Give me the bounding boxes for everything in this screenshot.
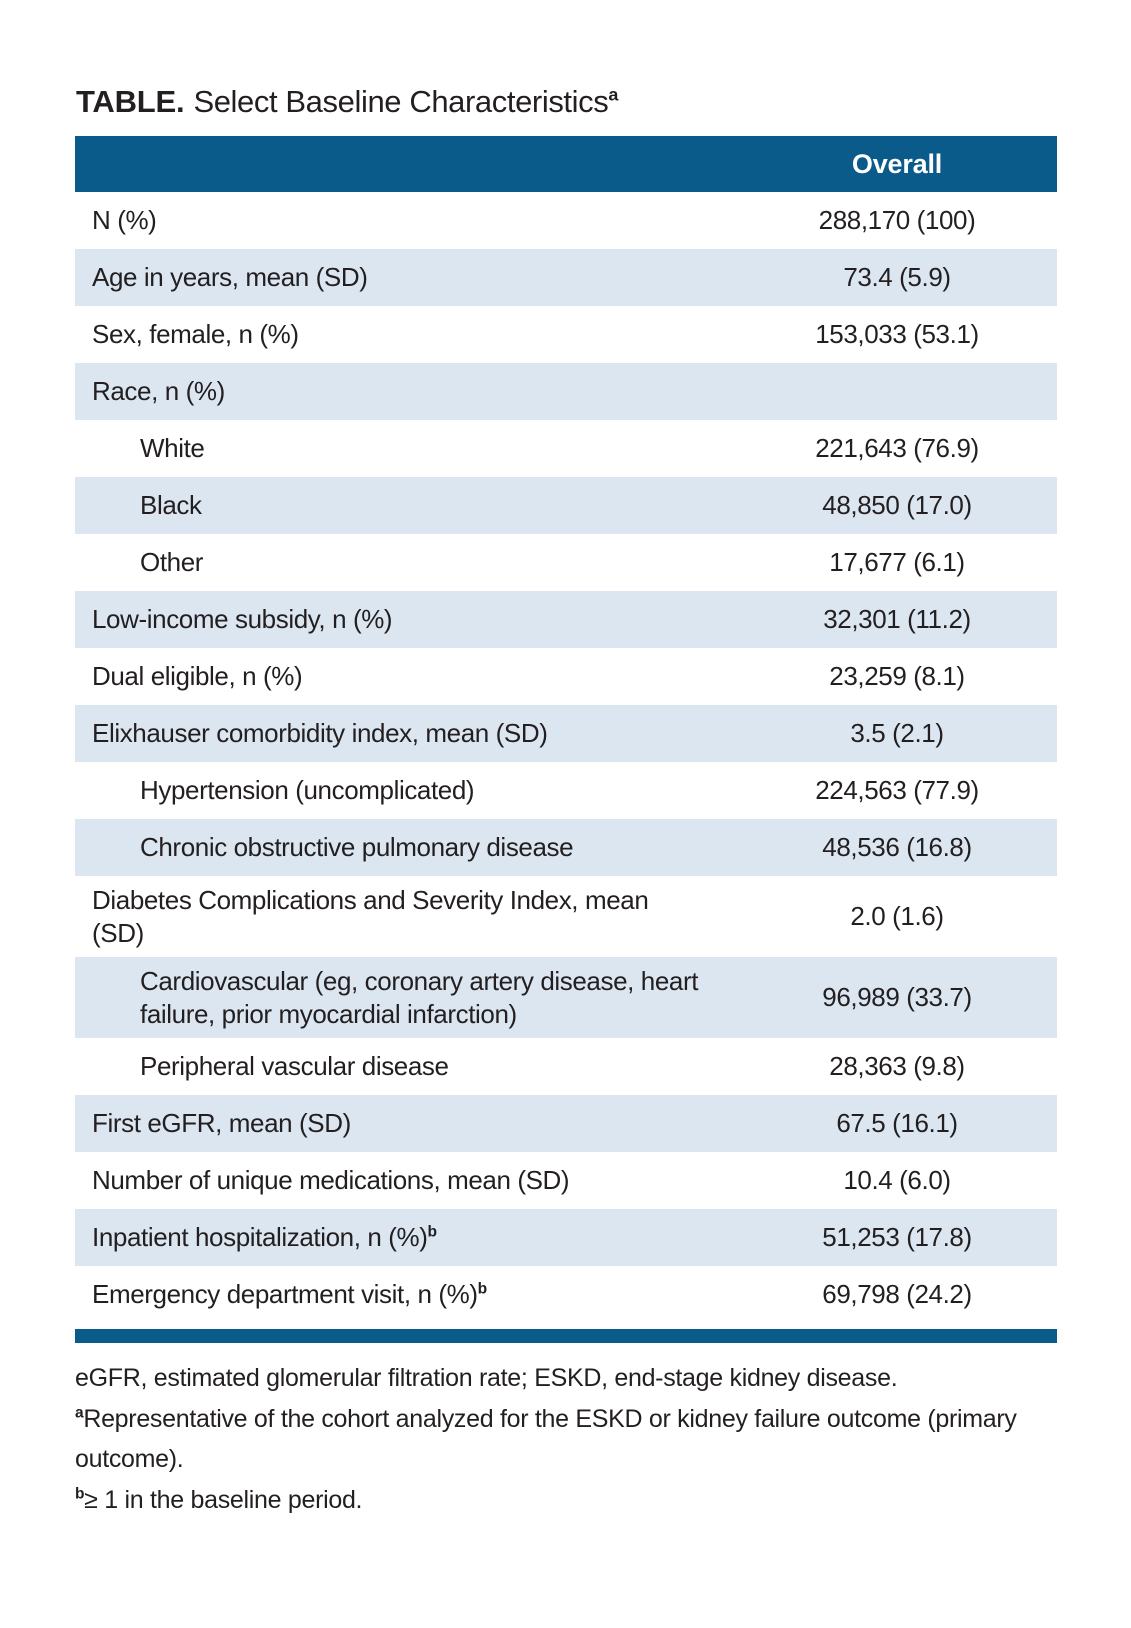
row-label: Black xyxy=(75,481,737,530)
row-label-text: Chronic obstructive pulmonary disease xyxy=(140,832,574,863)
row-label-text: Peripheral vascular disease xyxy=(140,1051,449,1082)
row-label-text: Number of unique medications, mean (SD) xyxy=(92,1165,570,1196)
table-body: N (%) 288,170 (100) Age in years, mean (SD… xyxy=(75,192,1057,1323)
table-row: Peripheral vascular disease 28,363 (9.8) xyxy=(75,1038,1057,1095)
row-label: Dual eligible, n (%) xyxy=(75,652,737,701)
table-bottom-rule xyxy=(75,1329,1057,1343)
row-value: 48,536 (16.8) xyxy=(822,832,972,863)
table-row: Emergency department visit, n (%)b 69,798… xyxy=(75,1266,1057,1323)
table-row: Sex, female, n (%) 153,033 (53.1) xyxy=(75,306,1057,363)
table-row: Number of unique medications, mean (SD) 1… xyxy=(75,1152,1057,1209)
row-label-text: Other xyxy=(140,547,204,578)
table-row: White 221,643 (76.9) xyxy=(75,420,1057,477)
table-row: Chronic obstructive pulmonary disease 48,… xyxy=(75,819,1057,876)
row-label: Race, n (%) xyxy=(75,367,737,416)
footnote: b≥ 1 in the baseline period. xyxy=(75,1485,363,1514)
table-title-footnote-marker: a xyxy=(608,84,618,105)
row-value: 2.0 (1.6) xyxy=(850,901,944,932)
row-value: 96,989 (33.7) xyxy=(822,982,972,1013)
row-label-text: Hypertension (uncomplicated) xyxy=(140,775,475,806)
row-value xyxy=(737,384,1057,400)
row-label-text: N (%) xyxy=(92,205,157,236)
row-value: 221,643 (76.9) xyxy=(815,433,979,464)
row-label-text: White xyxy=(140,433,205,464)
table-row: Elixhauser comorbidity index, mean (SD) 3… xyxy=(75,705,1057,762)
table-row: N (%) 288,170 (100) xyxy=(75,192,1057,249)
footnote: aRepresentative of the cohort analyzed f… xyxy=(75,1404,1017,1474)
row-label-text: Dual eligible, n (%) xyxy=(92,661,303,692)
row-label: Low-income subsidy, n (%) xyxy=(75,595,737,644)
row-label: Chronic obstructive pulmonary disease xyxy=(75,823,737,872)
row-label-text: Black xyxy=(140,490,202,521)
baseline-characteristics-table: Overall N (%) 288,170 (100) Age in years, … xyxy=(75,136,1057,1343)
row-label-text: Age in years, mean (SD) xyxy=(92,262,368,293)
row-label-text: Inpatient hospitalization, n (%)b xyxy=(92,1222,438,1253)
row-label-text: Elixhauser comorbidity index, mean (SD) xyxy=(92,718,548,749)
table-row: Hypertension (uncomplicated) 224,563 (77.… xyxy=(75,762,1057,819)
row-label: Peripheral vascular disease xyxy=(75,1042,737,1091)
row-label: Other xyxy=(75,538,737,587)
row-label-text: Race, n (%) xyxy=(92,376,225,407)
row-label: Number of unique medications, mean (SD) xyxy=(75,1156,737,1205)
row-label: Sex, female, n (%) xyxy=(75,310,737,359)
footnotes: eGFR, estimated glomerular filtration ra… xyxy=(75,1358,1037,1520)
row-value: 32,301 (11.2) xyxy=(823,604,971,635)
row-label-text: Diabetes Complications and Severity Inde… xyxy=(92,885,649,948)
row-value: 224,563 (77.9) xyxy=(815,775,979,806)
footnote: eGFR, estimated glomerular filtration ra… xyxy=(75,1364,898,1392)
row-value: 17,677 (6.1) xyxy=(829,547,965,578)
table-header-row: Overall xyxy=(75,136,1057,192)
table-title-text: Select Baseline Characteristics xyxy=(193,84,609,119)
footnote-marker: a xyxy=(75,1404,84,1422)
row-label: Emergency department visit, n (%)b xyxy=(75,1270,737,1319)
row-label-text: Cardiovascular (eg, coronary artery dise… xyxy=(140,966,699,1029)
table-row: Diabetes Complications and Severity Inde… xyxy=(75,876,1057,957)
row-label-text: First eGFR, mean (SD) xyxy=(92,1108,351,1139)
table-title: TABLE. Select Baseline Characteristicsa xyxy=(76,84,1057,120)
footnote-marker: b xyxy=(427,1223,438,1241)
row-value: 73.4 (5.9) xyxy=(843,262,951,293)
row-value: 153,033 (53.1) xyxy=(815,319,979,350)
row-value: 23,259 (8.1) xyxy=(829,661,965,692)
row-value: 28,363 (9.8) xyxy=(829,1051,965,1082)
row-label: Cardiovascular (eg, coronary artery dise… xyxy=(75,957,737,1038)
row-value: 3.5 (2.1) xyxy=(850,718,944,749)
row-label-text: Emergency department visit, n (%)b xyxy=(92,1279,488,1310)
row-label: Age in years, mean (SD) xyxy=(75,253,737,302)
column-header-overall: Overall xyxy=(851,148,943,179)
table-row: Cardiovascular (eg, coronary artery dise… xyxy=(75,957,1057,1038)
table-row: First eGFR, mean (SD) 67.5 (16.1) xyxy=(75,1095,1057,1152)
row-label: Inpatient hospitalization, n (%)b xyxy=(75,1213,737,1262)
row-label: N (%) xyxy=(75,196,737,245)
table-row: Dual eligible, n (%) 23,259 (8.1) xyxy=(75,648,1057,705)
footnote-marker: b xyxy=(75,1485,85,1503)
row-label: Hypertension (uncomplicated) xyxy=(75,766,737,815)
table-row: Low-income subsidy, n (%) 32,301 (11.2) xyxy=(75,591,1057,648)
row-value: 10.4 (6.0) xyxy=(843,1165,951,1196)
row-value: 48,850 (17.0) xyxy=(822,490,972,521)
row-value: 51,253 (17.8) xyxy=(822,1222,972,1253)
row-label-text: Sex, female, n (%) xyxy=(92,319,299,350)
row-label: Diabetes Complications and Severity Inde… xyxy=(75,876,737,957)
table-row: Black 48,850 (17.0) xyxy=(75,477,1057,534)
row-value: 67.5 (16.1) xyxy=(836,1108,958,1139)
table-title-prefix: TABLE. xyxy=(76,84,185,119)
footnote-marker: b xyxy=(477,1280,488,1298)
row-value: 288,170 (100) xyxy=(818,205,976,236)
table-row: Age in years, mean (SD) 73.4 (5.9) xyxy=(75,249,1057,306)
table-row: Inpatient hospitalization, n (%)b 51,253 … xyxy=(75,1209,1057,1266)
table-row: Race, n (%) xyxy=(75,363,1057,420)
row-label: Elixhauser comorbidity index, mean (SD) xyxy=(75,709,737,758)
row-label: White xyxy=(75,424,737,473)
row-label: First eGFR, mean (SD) xyxy=(75,1099,737,1148)
row-value: 69,798 (24.2) xyxy=(822,1279,972,1310)
row-label-text: Low-income subsidy, n (%) xyxy=(92,604,393,635)
header-label-spacer xyxy=(75,156,737,172)
table-row: Other 17,677 (6.1) xyxy=(75,534,1057,591)
